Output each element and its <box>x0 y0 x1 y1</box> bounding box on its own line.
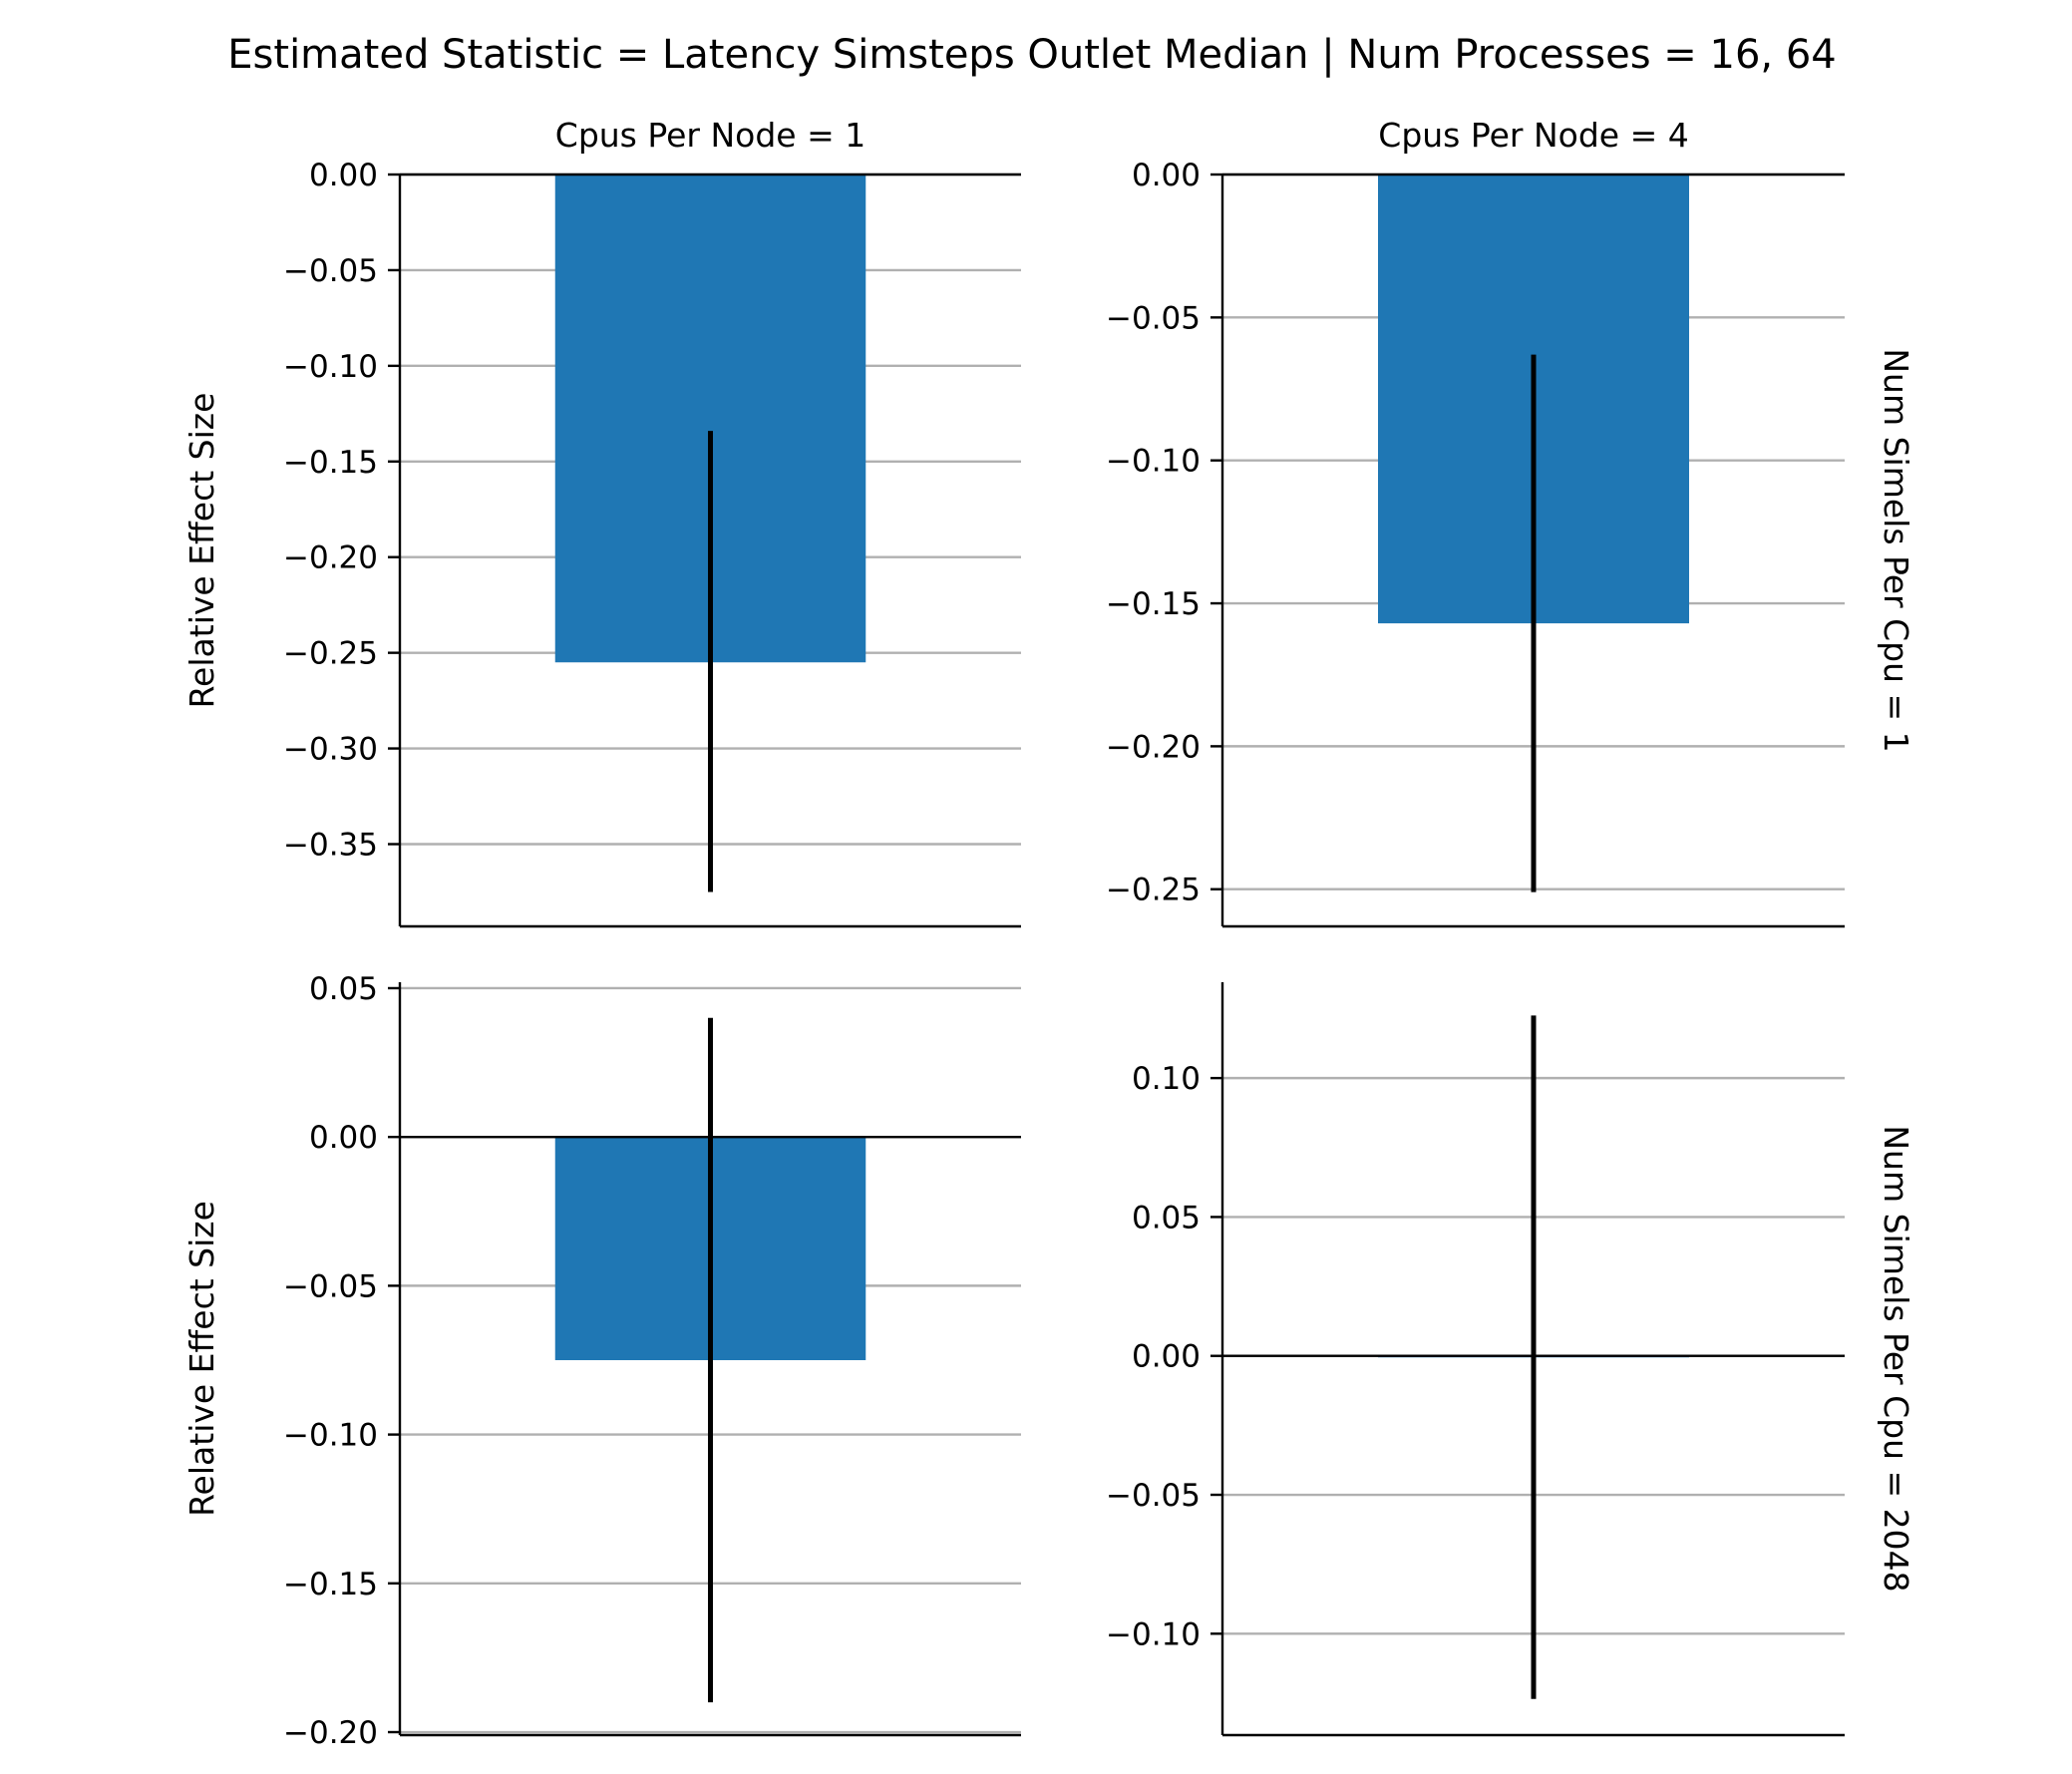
y-tick-label: −0.10 <box>283 349 378 385</box>
y-tick-label: −0.15 <box>283 1567 378 1602</box>
y-tick-label: 0.00 <box>309 158 378 193</box>
panel-1: 0.00 −0.05 −0.10 −0.15 −0.20 −0.25 −0.30 −0.35 C… <box>182 116 1021 928</box>
y-axis-label: Relative Effect Size <box>182 393 221 709</box>
panel-2: 0.00 −0.05 −0.10 −0.15 −0.20 −0.25 Cpus Per No… <box>1106 116 1915 928</box>
y-tick-label: −0.10 <box>1106 444 1201 480</box>
y-tick-label: −0.20 <box>1106 729 1201 765</box>
y-tick-label: 0.10 <box>1132 1061 1201 1097</box>
column-title: Cpus Per Node = 4 <box>1378 116 1688 155</box>
y-tick-label: −0.20 <box>283 1715 378 1751</box>
y-tick-label: −0.10 <box>283 1418 378 1454</box>
y-tick-label: 0.00 <box>309 1120 378 1156</box>
y-tick-label: −0.05 <box>283 253 378 289</box>
panel-3: 0.05 0.00 −0.05 −0.10 −0.15 −0.20 Relative Eff… <box>182 971 1021 1751</box>
y-tick-label: −0.30 <box>283 732 378 768</box>
panel-4: 0.10 0.05 0.00 −0.05 −0.10 Num Simels Per Cpu… <box>1106 982 1915 1737</box>
row-title: Num Simels Per Cpu = 1 <box>1877 348 1915 752</box>
panels: 0.00 −0.05 −0.10 −0.15 −0.20 −0.25 −0.30 −0.35 C… <box>182 116 1915 1751</box>
y-tick-label: −0.05 <box>283 1268 378 1304</box>
y-tick-label: 0.00 <box>1132 1339 1201 1375</box>
column-title: Cpus Per Node = 1 <box>555 116 865 155</box>
y-tick-label: −0.10 <box>1106 1616 1201 1652</box>
y-tick-label: −0.15 <box>1106 586 1201 622</box>
y-axis-label: Relative Effect Size <box>182 1201 221 1517</box>
y-tick-label: 0.05 <box>309 971 378 1007</box>
figure-title: Estimated Statistic = Latency Simsteps O… <box>227 32 1836 78</box>
y-tick-label: −0.05 <box>1106 1478 1201 1514</box>
row-title: Num Simels Per Cpu = 2048 <box>1877 1125 1915 1592</box>
y-tick-label: −0.05 <box>1106 300 1201 336</box>
y-tick-label: −0.20 <box>283 540 378 576</box>
y-tick-label: 0.05 <box>1132 1200 1201 1236</box>
y-tick-label: −0.25 <box>1106 873 1201 908</box>
y-tick-label: 0.00 <box>1132 158 1201 193</box>
y-tick-label: −0.15 <box>283 445 378 481</box>
y-tick-label: −0.25 <box>283 636 378 672</box>
y-tick-label: −0.35 <box>283 828 378 864</box>
